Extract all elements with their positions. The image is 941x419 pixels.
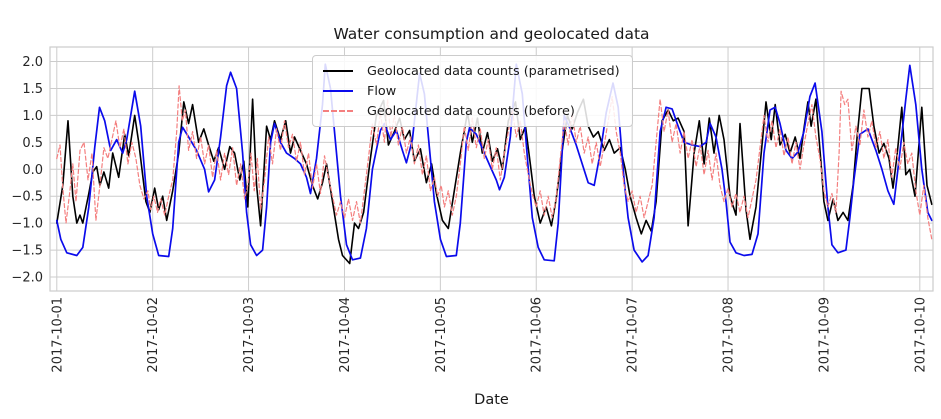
x-axis-label: Date	[474, 392, 509, 408]
legend-label: Flow	[367, 83, 397, 99]
y-tick-label: −2.0	[11, 270, 43, 285]
legend: Geolocated data counts (parametrised) Fl…	[312, 55, 633, 127]
x-tick-label: 2017-10-08	[722, 297, 737, 373]
x-tick-label: 2017-10-03	[242, 297, 257, 373]
y-tick-label: −1.5	[11, 244, 43, 259]
x-tick-label: 2017-10-07	[626, 297, 641, 373]
legend-entry-parametrised: Geolocated data counts (parametrised)	[323, 61, 620, 81]
x-tick-label: 2017-10-10	[913, 297, 928, 373]
legend-label: Geolocated data counts (parametrised)	[367, 63, 620, 79]
x-tick-label: 2017-10-06	[530, 297, 545, 373]
legend-entry-flow: Flow	[323, 81, 620, 101]
legend-entry-before: Geolocated data counts (before)	[323, 101, 620, 121]
legend-line-swatch-red-dashed	[323, 110, 353, 112]
y-tick-label: −0.5	[11, 190, 43, 205]
y-tick-label: 0.0	[22, 163, 43, 178]
y-tick-label: 2.0	[22, 55, 43, 70]
x-tick-label: 2017-10-09	[817, 297, 832, 373]
legend-line-swatch-blue	[323, 90, 353, 92]
x-tick-label: 2017-10-04	[338, 297, 353, 373]
legend-line-swatch-black	[323, 70, 353, 72]
x-tick-label: 2017-10-05	[434, 297, 449, 373]
legend-label: Geolocated data counts (before)	[367, 103, 575, 119]
y-tick-label: 0.5	[22, 136, 43, 151]
y-tick-label: 1.0	[22, 109, 43, 124]
chart-title: Water consumption and geolocated data	[333, 25, 650, 43]
x-tick-label: 2017-10-01	[50, 297, 65, 373]
y-tick-label: 1.5	[22, 82, 43, 97]
y-tick-label: −1.0	[11, 217, 43, 232]
x-tick-label: 2017-10-02	[146, 297, 161, 373]
